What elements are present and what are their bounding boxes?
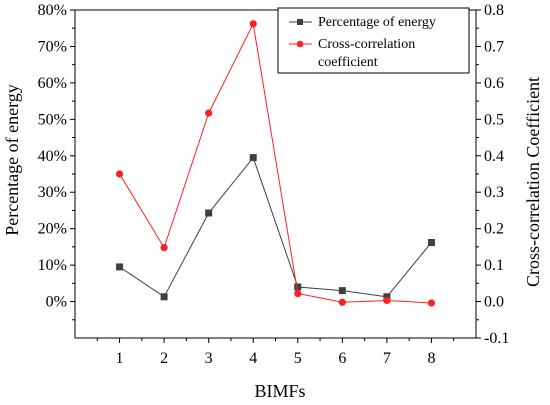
series-line-energy	[119, 156, 432, 298]
data-point-energy	[338, 287, 346, 295]
left-y-tick-label: 10%	[38, 257, 67, 274]
left-y-tick-label: 80%	[38, 2, 67, 19]
left-y-tick-label: 20%	[38, 221, 67, 238]
right-y-tick-label: 0.0	[484, 294, 504, 311]
legend: Percentage of energy Cross-correlation c…	[277, 7, 470, 74]
left-y-tick-label: 0%	[46, 294, 67, 311]
data-point-energy	[294, 283, 302, 291]
data-point-cross-correlation	[294, 289, 302, 298]
right-y-tick-label: 0.1	[484, 257, 504, 274]
x-tick-label: 4	[249, 350, 257, 367]
data-point-cross-correlation	[383, 296, 391, 305]
left-y-tick-label: 40%	[38, 148, 67, 165]
series-layer	[115, 20, 436, 307]
legend-label-cross-correlation-line1: Cross-correlation	[318, 37, 415, 52]
right-y-tick-label: 0.8	[484, 2, 504, 19]
data-point-cross-correlation	[249, 20, 257, 28]
left-y-tick-label: 60%	[38, 75, 67, 92]
data-point-cross-correlation	[427, 299, 436, 307]
right-y-tick-label: 0.5	[484, 111, 504, 128]
legend-label-energy: Percentage of energy	[318, 15, 436, 30]
right-y-tick-label: 0.3	[484, 184, 504, 201]
axes-layer: 1 2 3 4 5 6 7 80%10%20%30%40%50%60%70%80%-0.10.…	[38, 2, 510, 367]
right-y-axis-title: Cross-correlation Coefficient	[523, 77, 543, 287]
legend-marker-energy	[297, 19, 303, 25]
x-tick-label: 7	[383, 350, 391, 367]
right-y-tick-label: 0.7	[484, 38, 504, 55]
x-tick-label: 3	[205, 350, 213, 367]
data-point-energy	[249, 154, 257, 162]
data-point-energy	[116, 263, 124, 271]
left-y-tick-label: 50%	[38, 111, 67, 128]
data-point-cross-correlation	[338, 298, 346, 306]
right-y-tick-label: 0.4	[484, 148, 504, 165]
x-tick-label: 2	[160, 350, 168, 367]
left-y-tick-label: 70%	[38, 38, 67, 55]
right-y-tick-label: 0.2	[484, 221, 504, 238]
x-tick-label: 1	[116, 350, 124, 367]
data-point-energy	[427, 239, 435, 247]
x-tick-label: 5	[294, 350, 302, 367]
x-tick-label: 6	[338, 350, 346, 367]
legend-marker-cross-correlation	[296, 40, 304, 48]
legend-label-cross-correlation-line2: coefficient	[318, 55, 378, 70]
left-y-axis-title: Percentage of energy	[2, 84, 22, 236]
data-point-cross-correlation	[160, 244, 168, 252]
data-point-energy	[205, 209, 213, 217]
right-y-tick-label: 0.6	[484, 75, 504, 92]
legend-box	[277, 7, 470, 74]
series-line-cross-correlation	[119, 22, 432, 304]
left-y-tick-label: 30%	[38, 184, 67, 201]
x-axis-title: BIMFs	[254, 381, 305, 401]
data-point-energy	[160, 293, 168, 301]
data-point-energy	[383, 293, 391, 301]
data-point-cross-correlation	[115, 170, 124, 178]
x-tick-label: 8	[427, 350, 435, 367]
right-y-tick-label: -0.1	[484, 330, 509, 347]
data-point-cross-correlation	[205, 109, 213, 117]
